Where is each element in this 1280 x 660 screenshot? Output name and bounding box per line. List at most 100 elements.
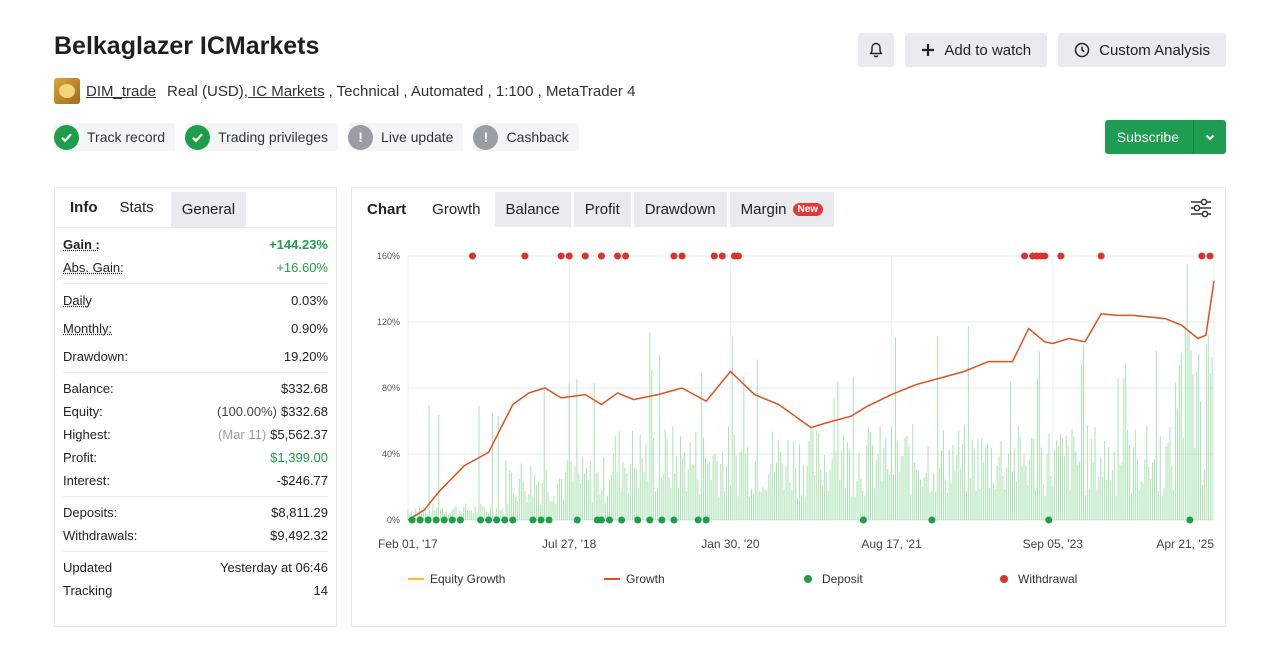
equity-percent: (100.00%) [217,404,277,419]
chart-heading: Chart [367,201,407,218]
deposit-point [440,516,448,524]
deposit-point [646,516,654,524]
withdrawal-point [521,252,529,260]
updated-label: Updated [63,560,113,575]
tab-drawdown[interactable]: Drawdown [633,192,727,227]
subscribe-dropdown-button[interactable] [1194,120,1226,154]
profit-label: Profit: [63,450,97,465]
deposit-point [485,516,493,524]
withdrawal-point [718,252,726,260]
add-to-watch-button[interactable]: Add to watch [905,33,1048,67]
drawdown-label: Drawdown: [63,349,129,364]
info-rows: Gain : +144.23% Abs. Gain: +16.60% Daily 0.… [55,233,336,602]
deposit-point [702,516,710,524]
broker-link[interactable]: , IC Markets [243,82,325,100]
deposit-point [597,516,605,524]
deposit-point [416,516,424,524]
y-tick-label: 160% [377,251,400,261]
deposit-point [928,516,936,524]
deposit-point [432,516,440,524]
deposit-point [501,516,509,524]
deposit-point [529,516,537,524]
balance-label: Balance: [63,381,114,396]
sliders-icon [1191,198,1211,218]
updated-value: Yesterday at 06:46 [220,560,328,575]
plus-icon [921,43,935,57]
deposit-point [670,516,678,524]
deposit-point [859,516,867,524]
tab-profit[interactable]: Profit [573,192,631,227]
balance-value: $332.68 [281,381,328,396]
x-tick-label: Aug 17, '21 [861,537,922,551]
highest-value: $5,562.37 [270,427,328,442]
badge-trading-privileges[interactable]: Trading privileges [185,123,339,151]
legend-withdrawal[interactable]: Withdrawal [1000,572,1077,586]
withdrawal-point [581,252,589,260]
badge-cashback[interactable]: ! Cashback [473,123,579,151]
top-actions: Add to watch Custom Analysis [858,33,1226,67]
chart-panel: Chart Growth Balance Profit Drawdown Mar… [351,187,1226,627]
deposit-point [408,516,416,524]
tracking-label: Tracking [63,583,113,598]
chart-legend: Equity Growth Growth Deposit Withdrawal [352,572,1227,592]
add-to-watch-label: Add to watch [944,41,1032,59]
deposits-value: $8,811.29 [271,505,328,520]
notify-button[interactable] [858,33,895,67]
deposit-point [509,516,517,524]
deposits-label: Deposits: [63,505,118,520]
y-tick-label: 40% [382,449,400,459]
badge-live-update[interactable]: ! Live update [348,123,464,151]
deposit-point [618,516,626,524]
x-tick-label: Apr 21, '25 [1156,537,1214,551]
page-title: Belkaglazer ICMarkets [54,32,320,60]
check-icon [54,124,79,150]
x-tick-label: Feb 01, '17 [378,537,438,551]
withdrawal-point [1021,252,1029,260]
monthly-value: 0.90% [291,321,328,336]
growth-series-line [407,280,1215,521]
tab-info[interactable]: Info [70,199,98,216]
equity-label: Equity: [63,404,103,419]
legend-deposit[interactable]: Deposit [804,572,863,586]
chart-settings-button[interactable] [1189,197,1213,224]
deposit-point [606,516,613,524]
account-type: Real (USD) [167,82,244,100]
deposit-point [573,516,581,524]
tab-stats[interactable]: Stats [119,199,154,216]
gain-label: Gain : [63,237,100,252]
subscribe-button[interactable]: Subscribe [1105,120,1194,154]
interest-label: Interest: [63,473,110,488]
chart-tabs: Chart Growth Balance Profit Drawdown Mar… [352,188,1225,228]
growth-chart[interactable]: 0% 40% 80% 120% 160% Feb 01, '17 Jul 27, '18 Ja… [352,230,1225,570]
custom-analysis-button[interactable]: Custom Analysis [1058,33,1226,67]
withdrawals-value: $9,492.32 [270,528,328,543]
new-badge: New [792,203,824,216]
y-tick-label: 80% [382,383,400,393]
withdrawal-point [1206,252,1214,260]
info-panel: Info Stats General Gain : +144.23% Abs. G… [54,187,337,627]
check-icon [185,124,211,150]
badge-track-record[interactable]: Track record [54,123,176,151]
deposit-point [493,516,501,524]
deposit-point [634,516,642,524]
highest-date: (Mar 11) [218,427,267,442]
withdrawal-point [734,252,742,260]
tab-general[interactable]: General [170,192,247,227]
deposit-point [448,516,456,524]
avatar[interactable] [54,78,80,104]
badge-label: Live update [381,129,454,145]
tab-balance[interactable]: Balance [494,192,571,227]
withdrawal-point [614,252,622,260]
legend-equity-growth[interactable]: Equity Growth [408,572,505,586]
deposit-point [477,516,485,524]
legend-growth[interactable]: Growth [604,572,665,586]
author-link[interactable]: DIM_trade [86,82,157,100]
account-tags: , Technical , Automated , 1:100 , MetaTr… [328,82,636,100]
abs-gain-label: Abs. Gain: [63,260,124,275]
y-tick-label: 0% [387,515,400,525]
tab-growth[interactable]: Growth [421,192,492,227]
subscribe-button-group: Subscribe [1104,120,1226,154]
tab-margin[interactable]: Margin New [729,192,835,227]
verification-badges: Track record Trading privileges ! Live u… [54,123,579,151]
drawdown-value: 19.20% [283,349,328,364]
